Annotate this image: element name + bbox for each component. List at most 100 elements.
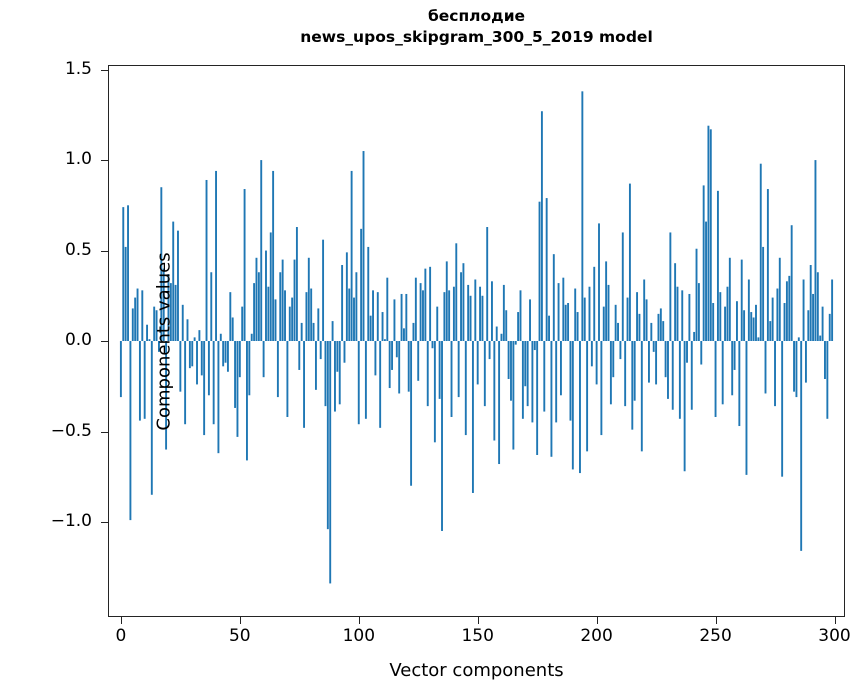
bar [445,261,448,341]
bar [759,163,762,341]
bar [134,297,137,341]
bar [236,341,239,437]
y-tick-label: 1.5 [64,58,92,79]
bar [269,232,272,341]
bar [155,310,158,341]
bar [231,317,234,341]
bar [633,341,636,401]
bar [505,310,508,341]
bar [272,170,275,341]
bar [291,297,294,341]
x-tick-mark [596,617,598,624]
bar [460,272,462,341]
bar [169,283,172,341]
bar [588,286,591,341]
bar [300,322,303,341]
bar [809,265,812,341]
bar [462,263,465,341]
bar [638,313,641,341]
bar [507,341,510,379]
bar [334,341,336,412]
x-tick-mark [715,617,717,624]
y-tick-mark [101,521,108,523]
bar [265,250,267,341]
bar [705,221,707,341]
bar [203,341,206,436]
bar [762,246,765,341]
x-tick-mark [834,617,836,624]
bar [667,341,669,399]
bar [788,275,791,341]
bar [719,292,722,341]
bar [764,341,767,394]
y-tick-label: 1.0 [64,149,92,170]
bar [219,333,222,341]
bar [326,341,329,530]
bar [438,341,441,399]
chart-title-line-1: бесплодие [427,7,526,25]
bar [693,331,696,341]
bar [314,341,317,390]
bar [605,261,608,341]
bar [177,230,179,341]
x-tick-label: 300 [818,626,851,646]
bar [343,341,346,363]
bar [424,268,427,341]
bar [766,189,769,341]
bar [165,341,168,450]
bar [579,341,581,474]
bar [143,341,146,419]
bar [395,341,398,358]
bar [607,284,610,341]
x-tick-label: 200 [580,626,613,646]
y-tick-label: 0.5 [64,239,92,260]
bar [234,341,237,408]
bar [740,259,743,341]
bar [714,341,717,417]
bar [802,279,805,341]
chart-title: бесплодие news_upos_skipgram_300_5_2019 … [108,6,845,48]
bar [386,277,389,341]
bar [747,279,750,341]
bar [643,279,646,341]
bar [826,341,829,419]
bar [288,306,291,342]
x-tick-label: 250 [699,626,732,646]
bar [521,341,524,419]
bar [674,263,677,341]
bar [293,259,296,341]
bar [709,129,712,341]
bar [229,292,232,341]
bar [626,297,629,341]
bar [312,322,315,341]
bar [495,326,498,341]
bar [305,292,308,341]
bar [400,293,403,341]
bar [800,341,803,551]
x-tick-mark [120,617,122,624]
bar [369,315,372,341]
bar [807,310,810,341]
bar [367,246,370,341]
bar [376,292,379,341]
bar [471,341,474,493]
bar [816,272,819,341]
bar [476,341,479,385]
bar [331,321,334,341]
bar [198,330,201,341]
bar [624,341,627,407]
bar [398,341,401,394]
bar [621,232,624,341]
bar [652,341,655,352]
bar [241,306,244,342]
bar [500,333,503,341]
bar [617,322,619,341]
bar [127,205,129,341]
bar [207,341,210,396]
bar [612,341,615,378]
bar [664,341,667,378]
bar [781,341,784,477]
bar [222,341,225,367]
bar [262,341,265,378]
